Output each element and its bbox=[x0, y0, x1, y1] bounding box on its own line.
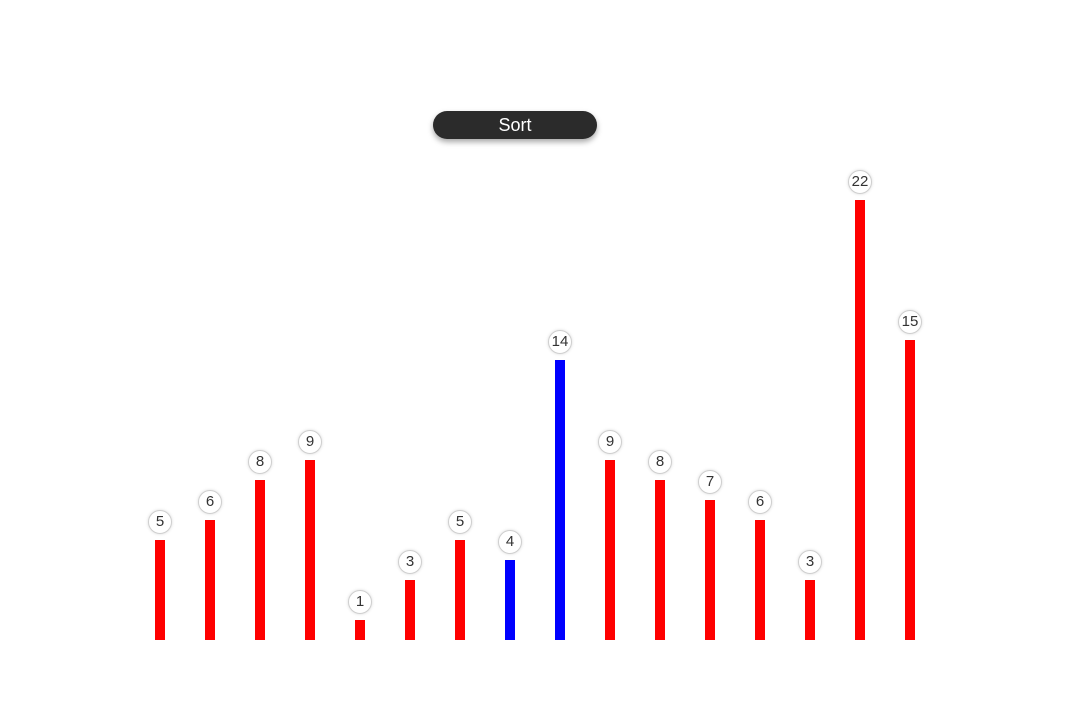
bar bbox=[705, 500, 715, 640]
bar bbox=[255, 480, 265, 640]
bar bbox=[205, 520, 215, 640]
bar-value-label: 14 bbox=[548, 330, 572, 354]
bar-value-label: 9 bbox=[598, 430, 622, 454]
bar bbox=[605, 460, 615, 640]
bar bbox=[305, 460, 315, 640]
bar bbox=[155, 540, 165, 640]
sort-button[interactable]: Sort bbox=[433, 111, 597, 139]
bar bbox=[405, 580, 415, 640]
bar bbox=[755, 520, 765, 640]
bar-value-label: 3 bbox=[398, 550, 422, 574]
bar-value-label: 6 bbox=[198, 490, 222, 514]
bar bbox=[805, 580, 815, 640]
bar-value-label: 5 bbox=[448, 510, 472, 534]
bar-value-label: 9 bbox=[298, 430, 322, 454]
bar bbox=[455, 540, 465, 640]
bar-value-label: 15 bbox=[898, 310, 922, 334]
bar bbox=[355, 620, 365, 640]
bar-value-label: 3 bbox=[798, 550, 822, 574]
bar-value-label: 6 bbox=[748, 490, 772, 514]
bar bbox=[505, 560, 515, 640]
bar bbox=[555, 360, 565, 640]
bar bbox=[855, 200, 865, 640]
bar-value-label: 5 bbox=[148, 510, 172, 534]
bar-value-label: 8 bbox=[248, 450, 272, 474]
bar-value-label: 8 bbox=[648, 450, 672, 474]
bar-value-label: 4 bbox=[498, 530, 522, 554]
bar-value-label: 7 bbox=[698, 470, 722, 494]
bar-value-label: 22 bbox=[848, 170, 872, 194]
bar-value-label: 1 bbox=[348, 590, 372, 614]
bar bbox=[655, 480, 665, 640]
bar bbox=[905, 340, 915, 640]
